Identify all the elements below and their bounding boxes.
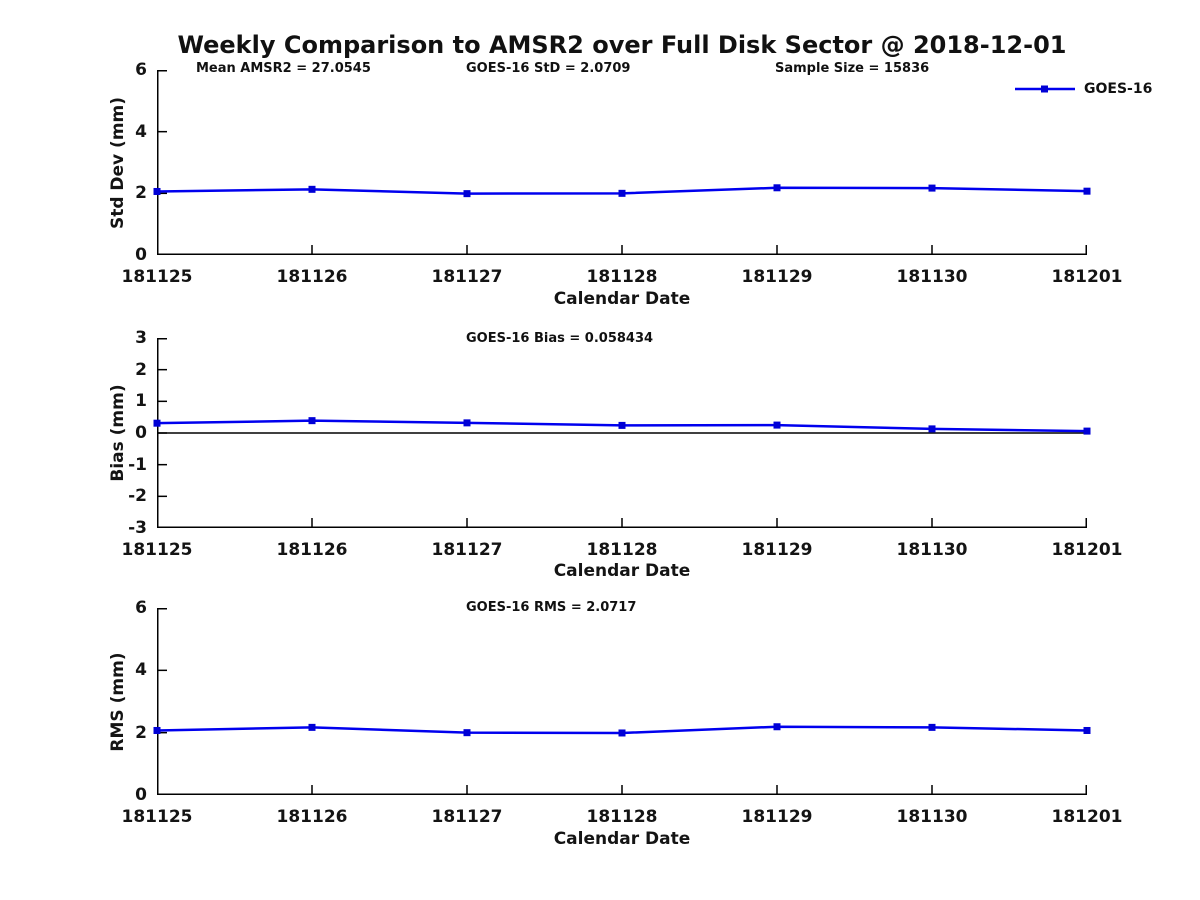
- x-tick-label: 181127: [431, 540, 503, 560]
- y-tick-label: 0: [135, 785, 147, 805]
- x-tick-label: 181129: [741, 807, 813, 827]
- legend: GOES-16: [1013, 81, 1152, 97]
- x-tick-label: 181130: [896, 807, 968, 827]
- x-tick-label: 181125: [121, 807, 193, 827]
- y-tick-label: 4: [135, 660, 147, 681]
- y-tick-label: 2: [135, 722, 147, 743]
- y-tick-label: 4: [135, 121, 147, 142]
- y-tick-label: 2: [135, 359, 147, 380]
- y-tick-label: 3: [135, 328, 147, 348]
- y-tick-label: -1: [128, 454, 147, 475]
- rms-plot: [153, 608, 1091, 795]
- x-tick-label: 181130: [896, 267, 968, 287]
- bias-plot: [153, 338, 1091, 528]
- y-tick-label: 2: [135, 183, 147, 204]
- subplot-std-dev: Mean AMSR2 = 27.0545 GOES-16 StD = 2.070…: [108, 61, 1152, 309]
- annotation-goes16-rms: GOES-16 RMS = 2.0717: [466, 600, 637, 615]
- page-title: Weekly Comparison to AMSR2 over Full Dis…: [177, 31, 1067, 59]
- x-tick-label: 181125: [121, 267, 193, 287]
- x-tick-label: 181129: [741, 267, 813, 287]
- x-tick-label: 181130: [896, 540, 968, 560]
- annotation-goes16-std: GOES-16 StD = 2.0709: [466, 61, 631, 76]
- y-tick-label: 1: [135, 391, 147, 412]
- std-dev-axis-label: Std Dev (mm): [108, 96, 128, 229]
- x-tick-label: 181128: [586, 540, 658, 560]
- y-tick-label: 6: [135, 598, 147, 618]
- x-tick-label: 181125: [121, 540, 193, 560]
- calendar-date-label-3: Calendar Date: [553, 829, 691, 849]
- y-tick-label: -3: [128, 518, 147, 538]
- legend-label: GOES-16: [1084, 81, 1153, 97]
- y-tick-label: 0: [135, 423, 147, 443]
- y-tick-label: 0: [135, 245, 147, 265]
- x-tick-label: 181127: [431, 807, 503, 827]
- x-tick-label: 181126: [276, 807, 348, 827]
- annotation-sample-size: Sample Size = 15836: [775, 61, 930, 76]
- std-dev-plot: [153, 70, 1091, 255]
- subplot-bias: GOES-16 Bias = 0.058434 Bias (mm) Calend…: [108, 329, 1122, 581]
- calendar-date-label-1: Calendar Date: [553, 289, 691, 309]
- annotation-goes16-bias: GOES-16 Bias = 0.058434: [466, 331, 654, 346]
- legend-line-icon: [1015, 85, 1075, 93]
- y-tick-label: -2: [128, 486, 147, 507]
- x-tick-label: 181201: [1051, 540, 1123, 560]
- x-tick-label: 181127: [431, 267, 503, 287]
- annotation-mean-amsr2: Mean AMSR2 = 27.0545: [196, 61, 371, 76]
- y-tick-label: 6: [135, 60, 147, 80]
- x-tick-label: 181126: [276, 540, 348, 560]
- subplot-rms: GOES-16 RMS = 2.0717 RMS (mm) Calendar D…: [108, 599, 1122, 849]
- x-tick-label: 181201: [1051, 267, 1123, 287]
- x-tick-label: 181128: [586, 807, 658, 827]
- calendar-date-label-2: Calendar Date: [553, 561, 691, 581]
- x-tick-label: 181129: [741, 540, 813, 560]
- x-tick-label: 181128: [586, 267, 658, 287]
- x-tick-label: 181201: [1051, 807, 1123, 827]
- x-tick-label: 181126: [276, 267, 348, 287]
